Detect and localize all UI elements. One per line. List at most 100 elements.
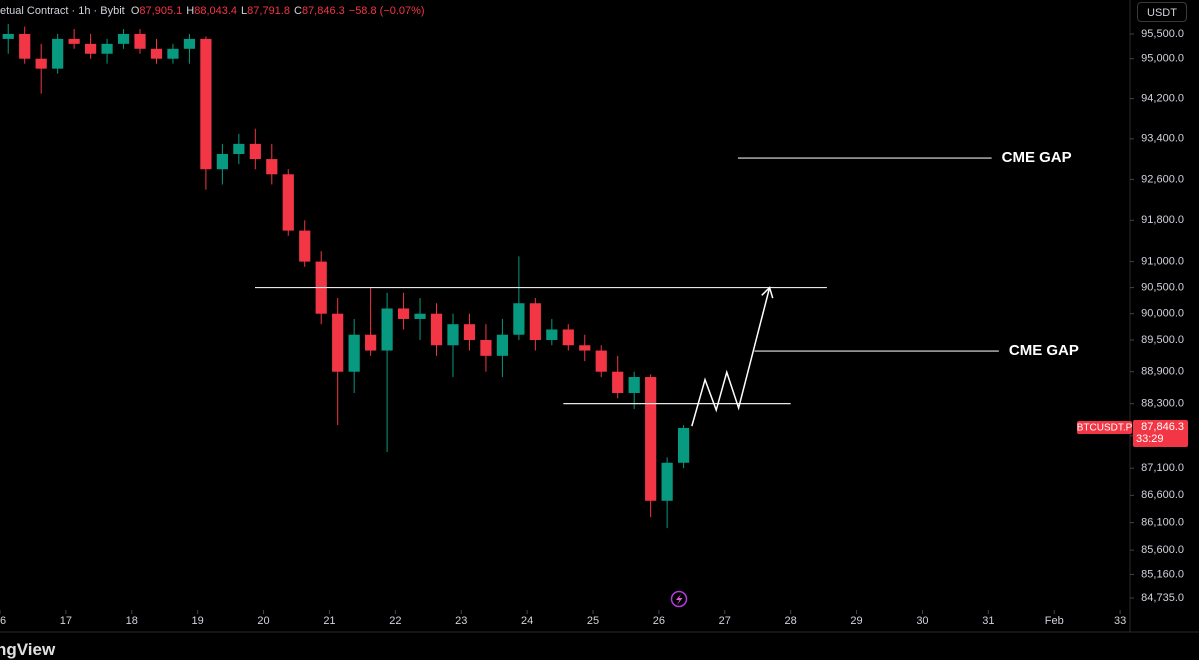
x-tick-label: 20 — [257, 615, 269, 627]
candle-body — [480, 339, 492, 356]
candle-body — [447, 324, 459, 346]
x-tick-label: 17 — [60, 615, 72, 627]
countdown: 33:29 — [1136, 433, 1164, 445]
ohlc-key: H — [186, 5, 195, 17]
x-tick-label: 19 — [192, 615, 204, 627]
y-tick-label: 95,500.0 — [1141, 28, 1184, 40]
y-tick-label: 84,735.0 — [1141, 592, 1184, 604]
ohlc-key: L — [241, 5, 248, 17]
candle-body — [430, 313, 443, 346]
y-tick-label: 87,100.0 — [1141, 462, 1184, 474]
icon-bolt — [676, 594, 683, 605]
y-tick-label: 93,400.0 — [1141, 133, 1184, 145]
candle-body — [183, 38, 196, 49]
candle-body — [397, 308, 410, 319]
x-tick-label: 30 — [916, 615, 928, 627]
icon-ring — [670, 590, 688, 608]
candle-body — [35, 58, 47, 69]
ohlc-value: 87,846.3 — [301, 5, 345, 17]
y-tick-label: 90,000.0 — [1141, 308, 1184, 320]
projection-arrowhead — [761, 286, 774, 299]
candle-body — [216, 153, 228, 170]
symbol-info: etual Contract · 1h · Bybit — [0, 5, 125, 17]
currency-button[interactable]: USDT — [1137, 2, 1187, 22]
x-tick-label: 28 — [785, 615, 797, 627]
y-tick-label: 90,500.0 — [1141, 281, 1184, 293]
x-tick-label: 22 — [389, 615, 401, 627]
y-tick-label: 95,000.0 — [1141, 53, 1184, 65]
candle-body — [167, 48, 179, 59]
x-tick-label: 26 — [653, 615, 665, 627]
candle-body — [2, 33, 14, 39]
candle-body — [282, 174, 294, 231]
y-tick-label: 91,800.0 — [1141, 214, 1184, 226]
x-tick-label: 31 — [982, 615, 994, 627]
plot: 95,500.0 95,000.0 94,200.0 93,400.0 92,600.0… — [0, 0, 1199, 633]
candle-body — [52, 38, 64, 69]
x-tick-label: 16 — [0, 615, 6, 627]
candle-body — [365, 334, 377, 351]
candle-body — [266, 159, 278, 175]
y-tick-label: 85,160.0 — [1141, 568, 1184, 580]
x-tick-label: 23 — [455, 615, 467, 627]
price-tag-label: 87,846.3 — [1141, 421, 1184, 433]
candle-body — [101, 43, 113, 54]
candle-body — [546, 329, 558, 340]
x-tick-label: 25 — [587, 615, 599, 627]
candle-body — [381, 308, 393, 351]
candle-body — [348, 334, 360, 372]
candle-body — [150, 48, 163, 59]
candle-body — [579, 345, 591, 351]
candle-body — [233, 143, 245, 154]
y-tick-label: 92,600.0 — [1141, 173, 1184, 185]
candle-body — [562, 329, 574, 346]
x-tick-label: 33 — [1114, 615, 1126, 627]
ohlc-legend: O87,905.1 H88,043.4 L87,791.8 C87,846.3 — [131, 5, 349, 17]
ohlc-value: 87,791.8 — [247, 5, 290, 17]
y-tick-label: 91,000.0 — [1141, 256, 1184, 268]
x-tick-label: 27 — [719, 615, 731, 627]
candle-body — [661, 462, 673, 501]
candle-body — [414, 313, 426, 319]
watermark: ngView — [0, 640, 56, 659]
candle-body — [628, 377, 640, 393]
candle-body — [84, 43, 97, 54]
candle-body — [200, 38, 212, 170]
x-tick-label: 24 — [521, 615, 533, 627]
y-tick-label: 85,600.0 — [1141, 544, 1184, 556]
change: −58.8 (−0.07%) — [348, 5, 425, 17]
candle-body — [134, 33, 146, 49]
level-label: CME GAP — [1009, 342, 1079, 359]
candle-body — [612, 371, 624, 393]
level-label: CME GAP — [1002, 149, 1072, 166]
candle-body — [595, 350, 607, 372]
ohlc-key: O — [130, 5, 140, 17]
price-tag — [1133, 419, 1188, 447]
ohlc-value: 87,905.1 — [139, 5, 183, 17]
candle-body — [463, 324, 476, 340]
candle-body — [496, 334, 509, 356]
candle-body — [299, 230, 311, 262]
symbol-header: etual Contract · 1h · Bybit O87,905.1 H88… — [0, 5, 429, 17]
symbol-label: BTCUSDT.P — [1077, 423, 1133, 434]
x-tick-label: 18 — [126, 615, 138, 627]
x-tick-label: 29 — [850, 615, 862, 627]
candle-body — [645, 377, 657, 501]
y-tick-label: 94,200.0 — [1141, 93, 1184, 105]
y-tick-label: 89,500.0 — [1141, 334, 1184, 346]
candle-body — [19, 33, 31, 59]
ohlc-key: C — [293, 5, 302, 17]
y-tick-label: 88,900.0 — [1141, 366, 1184, 378]
y-tick-label: 88,300.0 — [1141, 398, 1184, 410]
candle-body — [529, 303, 541, 340]
projection-path — [691, 287, 771, 427]
candle-body — [68, 38, 80, 44]
x-tick-label: 21 — [323, 615, 335, 627]
candle-body — [117, 33, 130, 44]
y-tick-label: 86,100.0 — [1141, 517, 1184, 529]
ohlc-value: 88,043.4 — [194, 5, 238, 17]
candle-body — [513, 303, 525, 335]
candle-body — [249, 143, 261, 160]
